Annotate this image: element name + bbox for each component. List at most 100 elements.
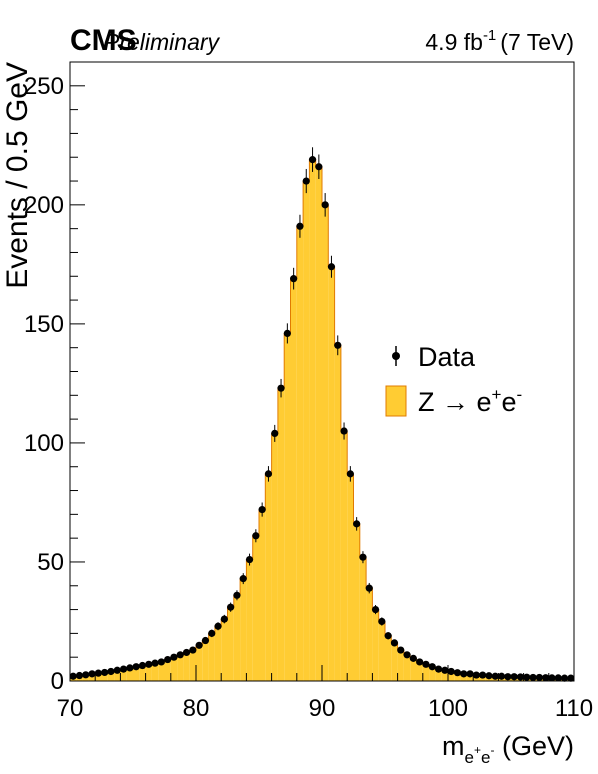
histogram-bin — [208, 633, 215, 681]
data-points-layer — [69, 147, 575, 682]
preliminary-label: Preliminary — [104, 29, 221, 55]
x-tick-label: 110 — [555, 695, 593, 722]
data-point — [434, 665, 443, 673]
data-point — [164, 655, 172, 664]
histogram-bin — [359, 557, 367, 681]
data-point — [567, 674, 575, 682]
y-tick-label: 250 — [24, 73, 64, 100]
histogram-bin — [183, 652, 190, 681]
cms-label: CMS — [70, 24, 137, 57]
data-point — [107, 667, 115, 676]
histogram-bin — [101, 672, 108, 681]
data-point — [397, 646, 405, 654]
data-point — [113, 666, 121, 674]
data-point — [176, 651, 184, 659]
data-point — [428, 663, 436, 671]
histogram-bin — [429, 666, 436, 681]
histogram-bin — [120, 669, 127, 681]
data-point — [334, 341, 342, 349]
data-point — [510, 673, 518, 681]
data-point — [264, 470, 273, 478]
data-point — [453, 669, 462, 677]
data-point — [327, 263, 336, 271]
histogram-bin — [403, 654, 411, 681]
histogram-bin — [107, 671, 115, 681]
histogram-bin — [410, 658, 417, 681]
x-axis-title-sup-plus: + — [474, 743, 481, 757]
histogram-bin — [328, 266, 335, 681]
legend-data-label: Data — [418, 342, 476, 372]
histogram-bin — [347, 473, 354, 681]
data-point — [504, 673, 512, 681]
lumi-value: 4.9 fb — [425, 29, 483, 55]
data-point — [560, 674, 569, 682]
data-point — [277, 384, 285, 392]
histogram-bin — [315, 166, 322, 681]
data-point — [233, 591, 241, 599]
data-point — [346, 470, 354, 478]
data-point — [94, 669, 102, 677]
data-point — [485, 672, 493, 680]
data-point — [472, 671, 480, 679]
x-axis-title-unit: (GeV) — [494, 731, 574, 761]
data-point — [195, 641, 203, 649]
data-point — [359, 553, 367, 561]
histogram-bin — [353, 523, 360, 681]
legend-mc-label-main: Z → e — [418, 387, 492, 417]
histogram-bin — [454, 672, 461, 681]
histogram-bin — [196, 645, 203, 681]
histogram-bin — [164, 659, 171, 681]
x-axis-title-sub-e2: e — [481, 748, 490, 767]
data-point — [447, 667, 455, 676]
legend-mc-label: Z → e+e- — [418, 385, 522, 417]
data-point — [214, 622, 222, 630]
histogram-bin — [391, 642, 398, 681]
histogram-bin — [378, 621, 385, 681]
histogram-bin — [303, 181, 310, 682]
histogram-bin — [158, 661, 165, 681]
data-point — [157, 658, 165, 666]
histogram-bin — [265, 473, 272, 681]
data-point — [69, 672, 77, 680]
axis-ticks — [69, 61, 575, 682]
histogram-bin — [214, 626, 222, 681]
data-point — [529, 673, 537, 682]
histogram-bin — [271, 433, 278, 681]
data-point — [258, 505, 266, 514]
data-point — [409, 654, 417, 662]
histogram-bin — [246, 559, 253, 681]
histogram-bin — [170, 657, 178, 681]
lumi-label: 4.9 fb-1 (7 TeV) — [425, 27, 574, 55]
data-point — [491, 672, 499, 680]
histogram-bin — [202, 640, 209, 681]
histogram-bin — [145, 664, 152, 681]
histogram-bin — [296, 226, 304, 681]
legend-mc-label-e: e — [501, 387, 516, 417]
y-axis-title: Events / 0.5 GeV — [1, 62, 34, 289]
data-point — [189, 646, 197, 654]
data-point — [151, 659, 159, 667]
histogram-bin — [284, 333, 291, 681]
x-tick-label: 70 — [57, 695, 84, 722]
data-point — [308, 156, 317, 164]
histogram-bin — [95, 673, 102, 681]
histogram-bin — [233, 595, 241, 681]
data-point — [239, 575, 247, 583]
lumi-exponent: -1 — [483, 27, 496, 44]
histogram-bin — [277, 388, 285, 681]
data-point — [245, 555, 254, 564]
data-point — [460, 670, 468, 678]
histogram-bin — [422, 664, 430, 681]
histogram-bin — [322, 204, 329, 681]
legend-data-marker — [392, 352, 400, 360]
histogram-bin — [240, 578, 247, 681]
data-point — [201, 636, 210, 645]
data-point — [283, 329, 291, 338]
data-point — [542, 674, 550, 682]
data-point — [403, 651, 411, 659]
histogram-bin — [151, 663, 159, 681]
histogram-bin — [372, 609, 379, 681]
histogram-bin — [416, 661, 423, 681]
data-point — [145, 660, 153, 668]
data-point — [365, 584, 373, 592]
